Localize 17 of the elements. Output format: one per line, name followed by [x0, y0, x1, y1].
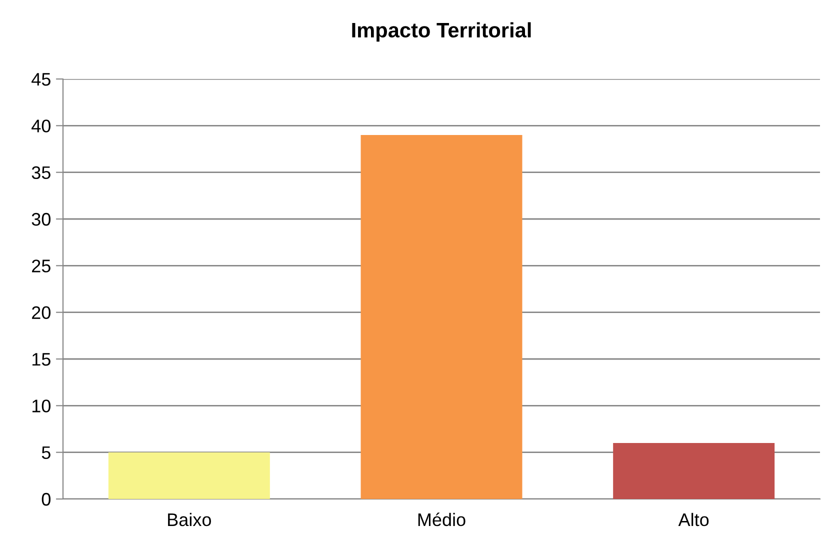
y-tick-label: 35	[32, 166, 50, 180]
bar	[613, 443, 775, 499]
y-tick-label: 30	[32, 212, 50, 226]
y-tick-label: 5	[42, 446, 50, 460]
y-tick-label: 15	[32, 353, 50, 366]
x-tick-label: Baixo	[168, 512, 211, 526]
bar	[360, 135, 522, 499]
y-tick-label: 25	[32, 260, 50, 272]
y-tick-label: 45	[32, 73, 50, 86]
x-tick-label: Alto	[678, 512, 709, 526]
chart-title: Impacto Territorial	[352, 22, 531, 42]
bar	[108, 452, 270, 499]
x-tick-label: Médio	[418, 512, 466, 526]
y-tick-label: 0	[42, 492, 50, 506]
y-tick-label: 40	[32, 120, 50, 132]
y-tick-label: 10	[32, 400, 50, 412]
y-tick-label: 20	[32, 306, 50, 320]
